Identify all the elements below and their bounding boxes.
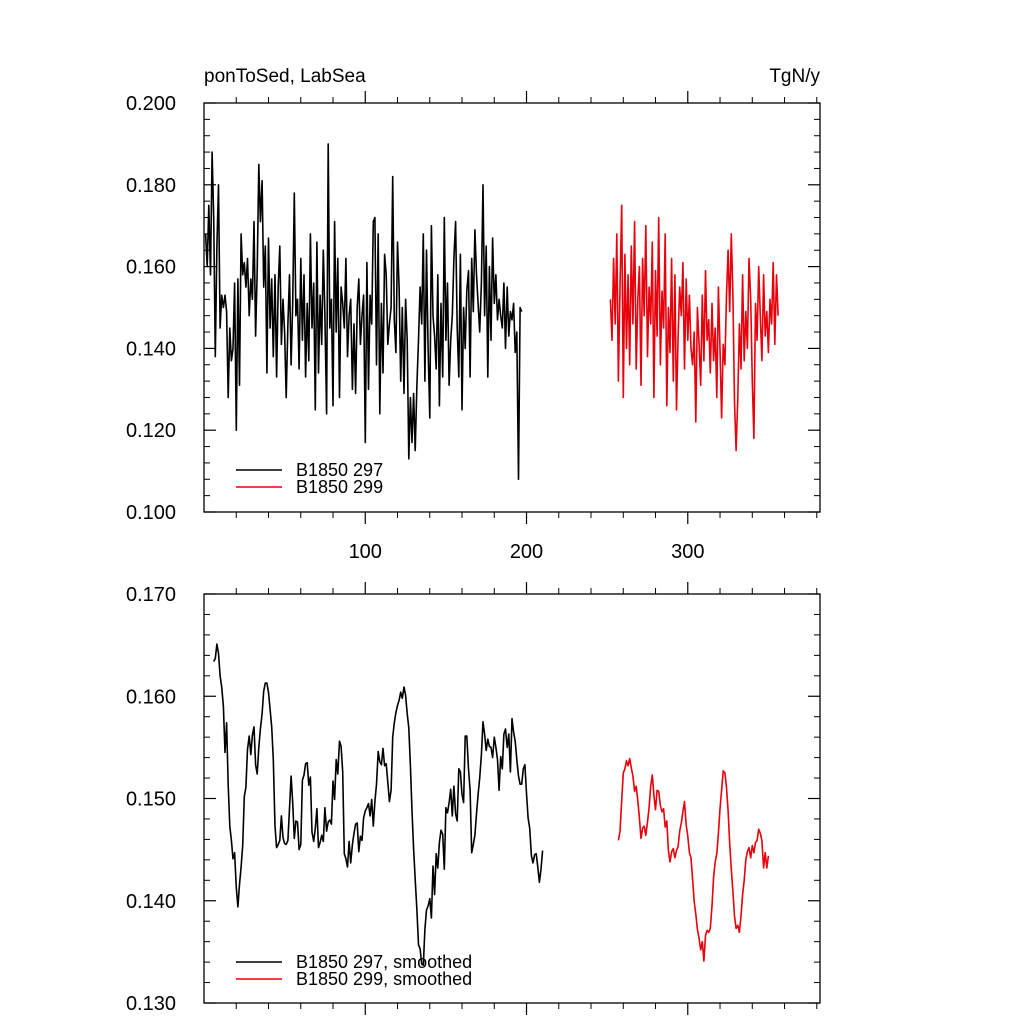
- y-tick-label: 0.120: [126, 420, 176, 442]
- top-plot-frame: [203, 102, 821, 513]
- bottom-axis-ticks: [204, 582, 820, 1015]
- top-panel: ponToSed, LabSea TgN/y 0.1000.1200.1400.…: [126, 66, 821, 563]
- y-tick-label: 0.150: [126, 789, 176, 811]
- series-line-1: [617, 757, 770, 962]
- legend-label-1: B1850 299, smoothed: [296, 969, 472, 989]
- bottom-panel: 0.130 0.140 0.150 0.160 0.170 B1850 297, smo…: [126, 582, 821, 1015]
- y-tick-label: 0.180: [126, 175, 176, 197]
- y-tick-label: 0.170: [126, 584, 176, 606]
- x-tick-label: 100: [349, 541, 382, 563]
- x-tick-label: 300: [671, 541, 704, 563]
- series-line-0: [204, 143, 523, 481]
- y-tick-label: 0.140: [126, 891, 176, 913]
- y-tick-label: 0.160: [126, 686, 176, 708]
- y-tick-label: 0.140: [126, 338, 176, 360]
- y-tick-label: 0.200: [126, 93, 176, 115]
- y-tick-label: 0.130: [126, 993, 176, 1015]
- top-x-tick-labels: 100 200 300: [349, 541, 705, 563]
- legend-label-1: B1850 299: [296, 477, 383, 497]
- top-axis-ticks: [204, 91, 820, 524]
- legend-label-0: B1850 297: [296, 460, 383, 480]
- legend-label-0: B1850 297, smoothed: [296, 952, 472, 972]
- bottom-series-lines: [212, 643, 770, 967]
- top-series-lines: [204, 143, 779, 481]
- series-line-1: [609, 204, 779, 452]
- series-line-0: [212, 643, 544, 967]
- top-y-tick-labels: 0.100 0.120 0.140 0.160 0.180 0.200: [126, 93, 176, 524]
- y-tick-label: 0.160: [126, 257, 176, 279]
- y-tick-label: 0.100: [126, 502, 176, 524]
- x-tick-label: 200: [510, 541, 543, 563]
- bottom-y-tick-labels: 0.130 0.140 0.150 0.160 0.170: [126, 584, 176, 1015]
- panel-title: ponToSed, LabSea: [204, 66, 366, 87]
- panel-units: TgN/y: [769, 66, 820, 87]
